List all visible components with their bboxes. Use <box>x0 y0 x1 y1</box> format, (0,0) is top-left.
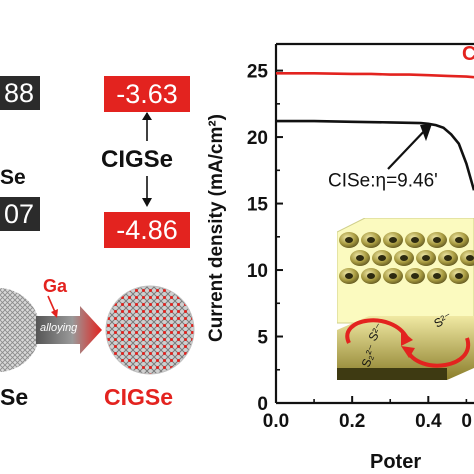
y-tick-label: 15 <box>247 195 269 216</box>
nanotube-hole <box>367 237 375 243</box>
cise-cb-box: 88 <box>0 76 40 110</box>
nanotube-hole <box>378 255 386 261</box>
annotation-arrow-head <box>420 123 432 142</box>
cigse-cb-box: -3.63 <box>104 76 190 112</box>
cise-particle <box>0 288 40 372</box>
x-tick-label: 0.0 <box>263 411 289 432</box>
nanotube-hole <box>422 255 430 261</box>
nanotube-hole <box>345 237 353 243</box>
nanotube-hole <box>411 273 419 279</box>
cise-label-top: Se <box>0 166 26 189</box>
series-label-red: C <box>462 43 474 65</box>
series-cise-line <box>276 119 474 191</box>
ga-label: Ga <box>43 276 68 296</box>
y-tick-label: 10 <box>247 261 268 282</box>
cigse-vb-box: -4.86 <box>104 212 190 248</box>
tube-array <box>339 232 474 284</box>
nanotube-hole <box>356 255 364 261</box>
nanotube-hole <box>389 273 397 279</box>
annotation-text: CISe:η=9.46' <box>328 170 438 191</box>
band-arrows <box>0 112 195 375</box>
y-tick-label: 0 <box>257 394 268 415</box>
nanotube-hole <box>411 237 419 243</box>
x-axis-label: Poter <box>370 451 421 473</box>
ga-pointer-line <box>47 295 56 313</box>
series-c-line <box>276 72 474 79</box>
red-arc-right <box>405 337 471 368</box>
y-tick-label: 5 <box>257 328 268 349</box>
cigse-particle <box>106 286 194 374</box>
arrow-up-head <box>142 112 152 120</box>
ga-pointer-head <box>51 309 58 318</box>
nanotube-hole <box>433 273 441 279</box>
nanotube-hole <box>367 273 375 279</box>
nanotube-hole <box>389 237 397 243</box>
y-axis-label: Current density (mA/cm²) <box>206 114 227 342</box>
cigse-label: CIGSe <box>101 146 174 173</box>
cigse-bottom-label: CIGSe <box>104 384 174 410</box>
y-tick-label: 20 <box>247 128 268 149</box>
annotation-arrow-line <box>387 128 427 170</box>
x-tick-label: 0.2 <box>339 411 365 432</box>
inset-nanotube-schematic: S²⁻ S²⁻ S₂²⁻ <box>337 218 474 380</box>
nanotube-hole <box>433 237 441 243</box>
x-tick-label: 0.4 <box>415 411 442 432</box>
alloying-label: alloying <box>40 322 78 334</box>
nanotube-hole <box>466 255 474 261</box>
arrow-down-head <box>142 198 152 207</box>
y-tick-label: 25 <box>247 62 269 83</box>
nanotube-hole <box>400 255 408 261</box>
nanotube-hole <box>455 237 463 243</box>
x-tick-label: 0 <box>461 411 472 432</box>
nanotube-hole <box>345 273 353 279</box>
cise-vb-box: 07 <box>0 197 40 231</box>
cise-bottom-label: Se <box>0 384 29 410</box>
nanotube-hole <box>455 273 463 279</box>
alloying-arrow <box>36 306 102 354</box>
jv-chart: Current density (mA/cm²) Poter 0 5 10 15 20 2… <box>206 42 474 473</box>
nanotube-hole <box>444 255 452 261</box>
red-arc-left <box>345 318 409 344</box>
